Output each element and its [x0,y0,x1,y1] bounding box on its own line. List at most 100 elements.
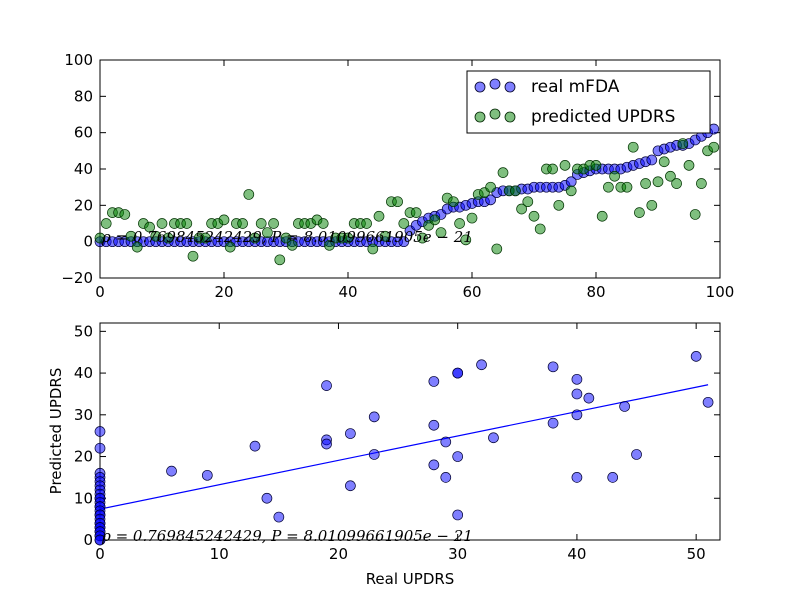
data-point [429,214,441,226]
y-tick-label: 40 [74,364,93,382]
data-point [510,185,521,197]
y-tick-label: 10 [74,489,93,507]
data-point [619,401,630,412]
data-point [590,160,602,171]
data-point [627,141,639,153]
data-point [321,380,332,391]
bottom-series [94,351,714,546]
data-point [665,170,676,182]
data-point [94,442,106,454]
data-point [243,189,255,200]
x-tick-label: 30 [448,545,467,563]
top-y-ticks: −20 0 20 40 60 80 100 [61,51,720,287]
data-point [683,160,695,171]
data-point [280,232,292,244]
data-point [249,440,261,452]
data-point [255,218,267,229]
data-point [373,210,385,222]
data-point [689,209,701,220]
data-point [454,218,465,229]
data-point [702,396,714,408]
data-point [522,196,534,208]
y-tick-label: 50 [74,322,93,340]
data-point [652,176,664,188]
data-point [361,218,372,229]
bottom-x-axis-label: Real UPDRS [366,570,455,588]
data-point [565,185,577,197]
data-point [497,167,509,178]
legend: real mFDA predicted UPDRS [466,70,711,134]
legend-label-predicted: predicted UPDRS [531,107,675,127]
data-point [417,232,428,244]
data-point [131,241,143,253]
bottom-annotation: ρ = 0.769845242429, P = 8.01099661905e −… [101,527,473,545]
legend-marker-pred-1 [474,111,486,123]
x-tick-label: 0 [95,283,105,301]
data-point [181,218,193,229]
data-point [634,207,645,218]
data-point [321,438,332,450]
data-point [324,239,335,251]
x-tick-label: 80 [586,283,605,301]
data-point [621,181,633,193]
data-point [274,254,286,266]
data-point [708,141,720,153]
data-point [448,196,459,208]
data-point [166,465,177,477]
data-point [603,181,614,193]
data-point [392,196,403,208]
data-point [571,409,583,421]
bottom-y-ticks: 0 10 20 30 40 50 [74,322,720,549]
data-point [367,243,379,255]
data-point [435,227,447,238]
legend-label-real: real mFDA [531,77,620,97]
data-point [224,241,236,253]
data-point [553,199,565,211]
data-point [94,232,106,244]
data-point [452,509,464,521]
bottom-panel: 0 10 20 30 40 50 0 10 20 30 40 50 ρ = 0.7698452424… [47,322,721,588]
data-point [94,534,106,546]
legend-marker-pred-2 [489,108,501,120]
series-1 [94,138,720,266]
data-point [345,480,356,492]
data-point [398,218,410,229]
legend-marker-pred-3 [504,111,516,123]
y-tick-label: 60 [74,124,93,142]
x-tick-label: 10 [210,545,229,563]
data-point [125,230,137,242]
data-point [452,367,464,379]
data-point [428,376,440,387]
legend-marker-real-3 [504,81,516,93]
data-point [491,243,503,255]
data-point [696,178,707,189]
data-point [249,232,261,244]
y-tick-label: 0 [83,233,93,251]
data-point [368,449,380,460]
data-point [262,227,273,238]
x-tick-label: 20 [214,283,233,301]
regression-line [99,384,709,510]
data-point [100,218,112,229]
data-point [398,236,410,248]
data-point [317,218,329,229]
data-point [476,359,487,371]
data-point [559,160,571,171]
data-point [286,239,298,251]
data-point [379,230,391,242]
data-point [607,472,619,483]
data-point [428,419,440,431]
data-point [187,250,199,262]
data-point [200,232,211,244]
data-point [237,218,248,229]
data-point [201,469,213,481]
data-point [690,351,702,362]
data-point [488,432,499,444]
data-point [144,221,155,233]
data-point [119,209,131,220]
x-tick-label: 50 [687,545,706,563]
data-point [646,199,658,211]
x-tick-label: 60 [462,283,481,301]
data-point [162,232,174,244]
